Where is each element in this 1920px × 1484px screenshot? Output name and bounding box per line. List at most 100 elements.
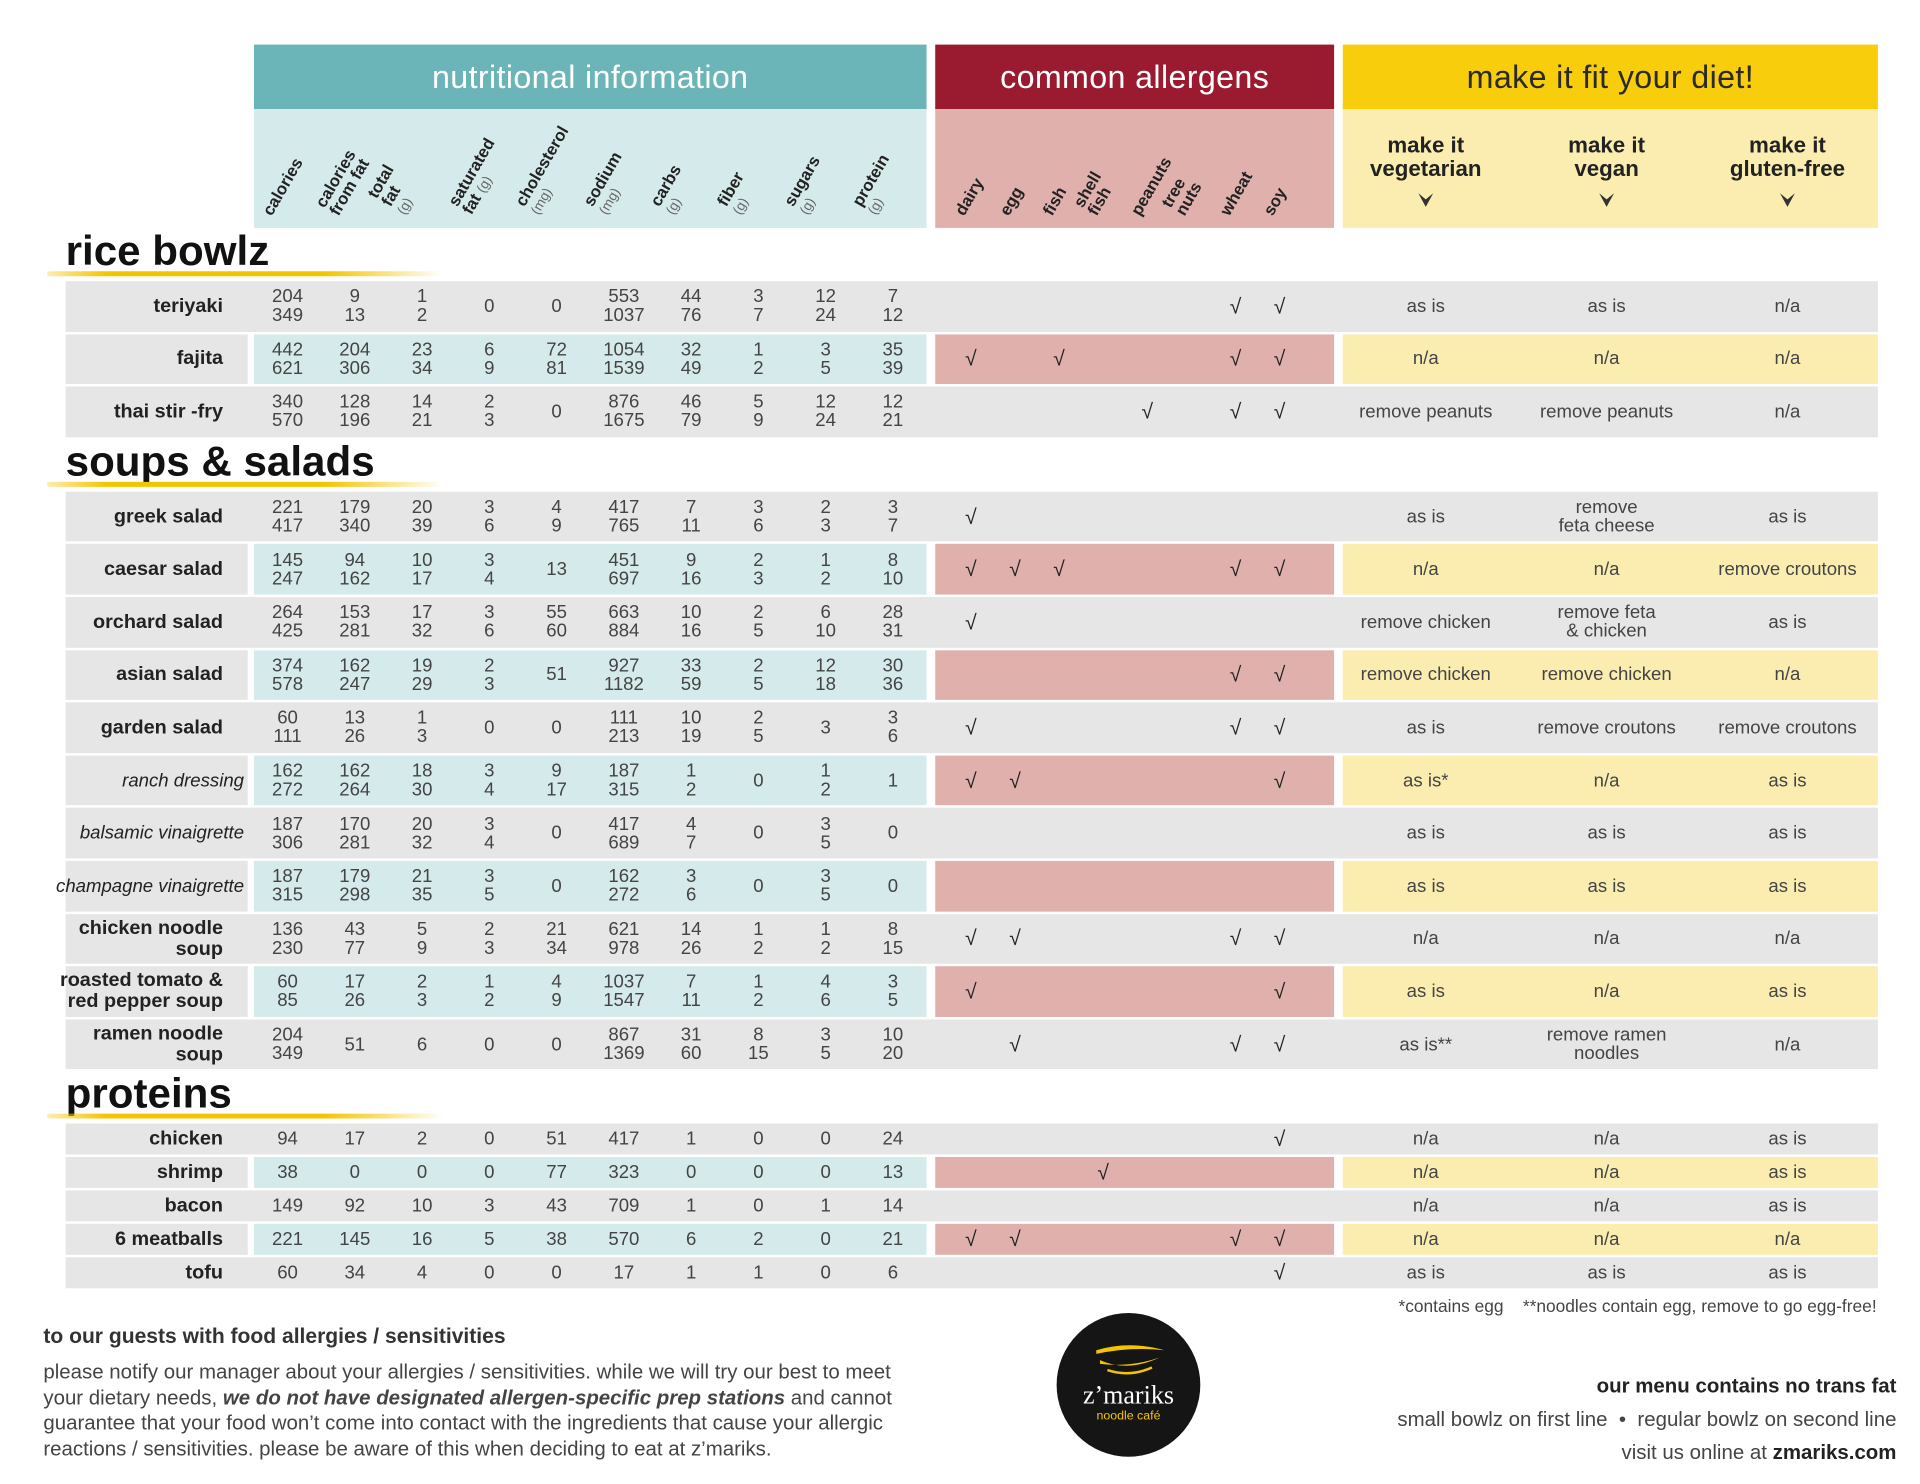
nutrition-value: 3: [685, 866, 697, 888]
nutrition-value: 18: [411, 760, 433, 782]
nutrition-value: 2: [753, 357, 764, 379]
nutrition-cell: 51: [523, 650, 590, 700]
nutrition-value: 2: [753, 549, 764, 571]
nutrition-cell: 10 16: [658, 597, 725, 647]
diet-option: n/a: [1774, 295, 1801, 317]
nutrition-cell: 1037 1547: [590, 966, 657, 1016]
nutrition-value: 1369: [603, 1043, 645, 1065]
nutrition-value: 1: [685, 760, 697, 782]
nutrition-value: 16: [411, 1229, 433, 1251]
nutrition-value: 0: [551, 401, 562, 423]
separator: •: [1618, 1408, 1627, 1431]
diet-option: remove feta & chicken: [1557, 602, 1656, 643]
nutrition-value: 553: [608, 286, 640, 308]
item-name: 6 meatballs: [115, 1229, 223, 1251]
allergen-check: √: [1141, 400, 1154, 424]
nutrition-value: 10: [680, 602, 702, 624]
nutrition-cell: 553 1037: [590, 281, 657, 331]
nutrition-value: 204: [339, 339, 371, 361]
nutrition-value: 136: [272, 918, 304, 941]
nutrition-cell: 145: [321, 1224, 388, 1255]
row-background: [65, 913, 1878, 964]
diet-option: n/a: [1593, 769, 1620, 792]
nutrition-cell: 162 247: [321, 650, 388, 700]
allergen-check: √: [1273, 1127, 1286, 1152]
nutrition-value: 11: [681, 990, 701, 1012]
row-band: [935, 333, 1335, 385]
nutrition-value: 621: [608, 918, 640, 941]
website: visit us online at zmariks.com: [1239, 1437, 1897, 1470]
item-name: champagne vinaigrette: [56, 875, 245, 897]
row-band: [253, 755, 927, 806]
nutrition-value: 0: [753, 822, 764, 844]
nutrition-value: 179: [339, 496, 371, 518]
nutrition-value: 0: [551, 1033, 562, 1055]
nutrition-value: 621: [272, 357, 304, 379]
nutrition-cell: 33 59: [658, 650, 725, 700]
nutrition-cell: 60 85: [254, 966, 321, 1016]
nutrition-value: 0: [484, 1033, 495, 1055]
nutrition-value: 425: [272, 620, 304, 643]
nutrition-value: 5: [484, 884, 495, 906]
nutrition-cell: 35 39: [859, 334, 926, 384]
item-name: orchard salad: [92, 611, 223, 633]
nutrition-value: 884: [608, 620, 640, 643]
diet-option: remove chicken: [1360, 611, 1491, 633]
allergen-check: √: [1273, 1228, 1286, 1252]
item-name: garden salad: [100, 717, 223, 739]
nutrition-value: 1: [685, 1262, 697, 1284]
nutrition-value: 0: [820, 1162, 831, 1184]
item-name: asian salad: [116, 664, 223, 686]
nutrition-value: 1: [753, 339, 764, 361]
allergen-check: √: [1273, 927, 1286, 951]
diet-option: as is: [1587, 1262, 1626, 1284]
diet-option: n/a: [1412, 1128, 1439, 1151]
nutrition-value: 709: [608, 1195, 640, 1217]
allergen-check: √: [1273, 400, 1286, 424]
nutrition-value: 0: [484, 1162, 495, 1184]
diet-option: n/a: [1412, 558, 1439, 580]
nutrition-value: 3: [484, 549, 495, 571]
nutrition-value: 39: [411, 515, 433, 537]
nutrition-value: 9: [685, 549, 697, 571]
nutrition-value: 1054: [603, 339, 645, 361]
nutrition-cell: 570: [590, 1224, 657, 1255]
nutrition-cell: 0: [792, 1124, 859, 1155]
nutrition-cell: 10: [388, 1191, 455, 1222]
nutrition-cell: 0: [725, 1157, 792, 1188]
row-background: [65, 1224, 248, 1256]
nutrition-cell: 3: [456, 1191, 523, 1222]
nutrition-value: 264: [339, 779, 371, 801]
nutrition-value: 349: [272, 1043, 304, 1065]
header-band: [1342, 109, 1878, 228]
nutrition-value: 21: [882, 410, 904, 432]
nutrition-cell: 1: [859, 755, 926, 805]
allergen-check: √: [1009, 1032, 1021, 1057]
nutrition-value: 0: [820, 1128, 831, 1151]
allergen-check: √: [1273, 294, 1286, 319]
nutrition-value: 13: [882, 1162, 904, 1184]
nutrition-cell: 12 24: [792, 281, 859, 331]
nutrition-cell: 111 213: [590, 703, 657, 753]
nutrition-value: 2: [484, 655, 495, 677]
nutrition-cell: 221 417: [254, 492, 321, 542]
allergen-check: √: [965, 347, 977, 371]
logo: z’mariks noodle café: [1056, 1313, 1201, 1457]
nutrition-value: 77: [546, 1162, 567, 1184]
allergen-check: √: [1053, 557, 1065, 582]
nutrition-value: 15: [748, 1043, 769, 1065]
nutrition-value: 79: [680, 410, 702, 432]
row-band: [1342, 966, 1878, 1017]
row-band: [1342, 544, 1878, 595]
nutrition-value: 417: [608, 496, 640, 518]
nutrition-value: 17: [344, 971, 366, 993]
notice-text: please notify our manager about your all…: [43, 1360, 910, 1462]
nutrition-value: 0: [887, 875, 899, 897]
nutrition-cell: 13: [859, 1157, 926, 1188]
